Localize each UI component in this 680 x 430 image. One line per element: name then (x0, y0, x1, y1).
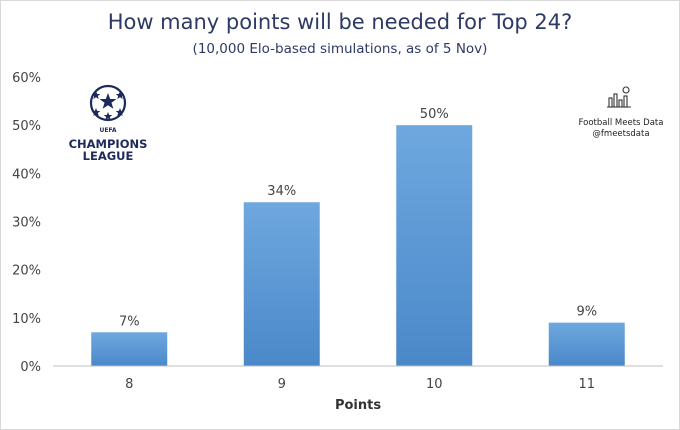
x-tick-label: 9 (278, 377, 286, 392)
x-tick-label: 10 (426, 377, 443, 392)
bar-chart-icon (607, 86, 631, 108)
data-label-10: 50% (420, 107, 449, 122)
x-axis-label: Points (335, 398, 381, 413)
data-label-8: 7% (119, 314, 140, 329)
x-axis: 8 9 10 11 (125, 377, 595, 392)
chart-title: How many points will be needed for Top 2… (107, 10, 573, 34)
x-tick-label: 11 (578, 377, 595, 392)
bars-group: 7% 34% 50% 9% (91, 107, 625, 367)
bar-9 (243, 202, 320, 366)
data-label-9: 34% (267, 184, 296, 199)
chart-subtitle: (10,000 Elo-based simulations, as of 5 N… (192, 41, 488, 57)
bar-10 (396, 125, 473, 367)
data-label-11: 9% (576, 305, 597, 320)
bar-11 (548, 322, 625, 366)
x-tick-label: 8 (125, 377, 133, 392)
y-axis: 0% 10% 20% 30% 40% 50% 60% (12, 71, 41, 375)
bar-8 (91, 332, 168, 366)
logo-league-text: LEAGUE (83, 149, 134, 163)
brand-block: Football Meets Data @fmeetsdata (566, 118, 676, 140)
y-tick-label: 20% (12, 264, 41, 279)
champions-league-logo: UEFA CHAMPIONS LEAGUE (69, 84, 148, 163)
y-tick-label: 10% (12, 312, 41, 327)
brand-name: Football Meets Data (578, 118, 664, 128)
logo-champions-text: CHAMPIONS (69, 137, 148, 151)
y-tick-label: 30% (12, 216, 41, 231)
logo-uefa-text: UEFA (99, 127, 116, 134)
y-tick-label: 0% (20, 360, 41, 375)
y-tick-label: 40% (12, 167, 41, 182)
y-tick-label: 50% (12, 119, 41, 134)
brand-handle: @fmeetsdata (592, 129, 650, 139)
y-tick-label: 60% (12, 71, 41, 86)
